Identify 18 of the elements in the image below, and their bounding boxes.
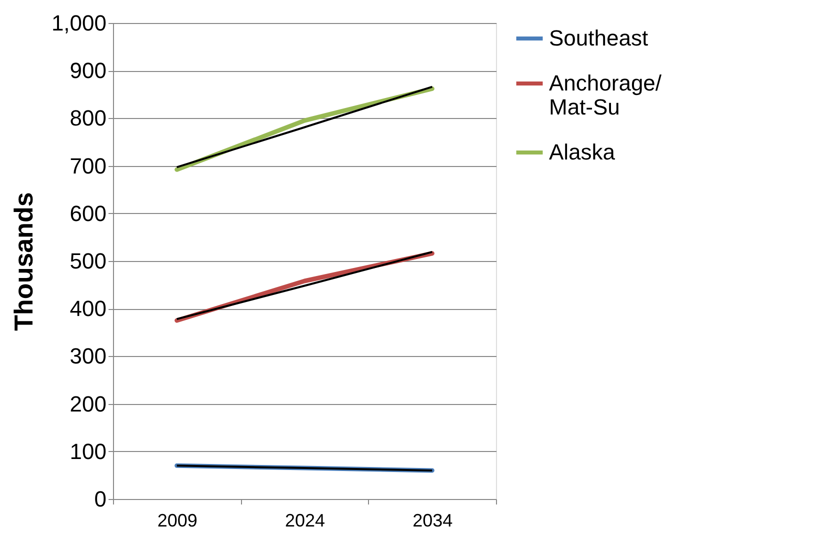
y-tick-label: 500 bbox=[70, 248, 106, 274]
y-tick-label: 1,000 bbox=[51, 10, 106, 36]
y-tick-label: 0 bbox=[94, 486, 106, 512]
x-tick-label: 2034 bbox=[412, 510, 453, 530]
y-tick-label: 400 bbox=[70, 296, 106, 322]
x-tick-label: 2024 bbox=[284, 510, 326, 530]
y-tick-label: 600 bbox=[70, 200, 106, 226]
legend-label: Alaska bbox=[549, 140, 616, 164]
x-tick-label: 2009 bbox=[157, 510, 198, 530]
legend-label: Southeast bbox=[549, 26, 648, 50]
y-tick-label: 300 bbox=[70, 344, 106, 369]
y-tick-label: 700 bbox=[70, 153, 106, 178]
legend-label: Anchorage/Mat-Su bbox=[549, 70, 662, 120]
y-tick-label: 200 bbox=[70, 391, 106, 416]
y-tick-label: 100 bbox=[70, 438, 106, 464]
y-tick-label: 800 bbox=[70, 106, 106, 131]
y-axis-title: Thousands bbox=[8, 192, 38, 331]
y-tick-label: 900 bbox=[70, 58, 106, 84]
